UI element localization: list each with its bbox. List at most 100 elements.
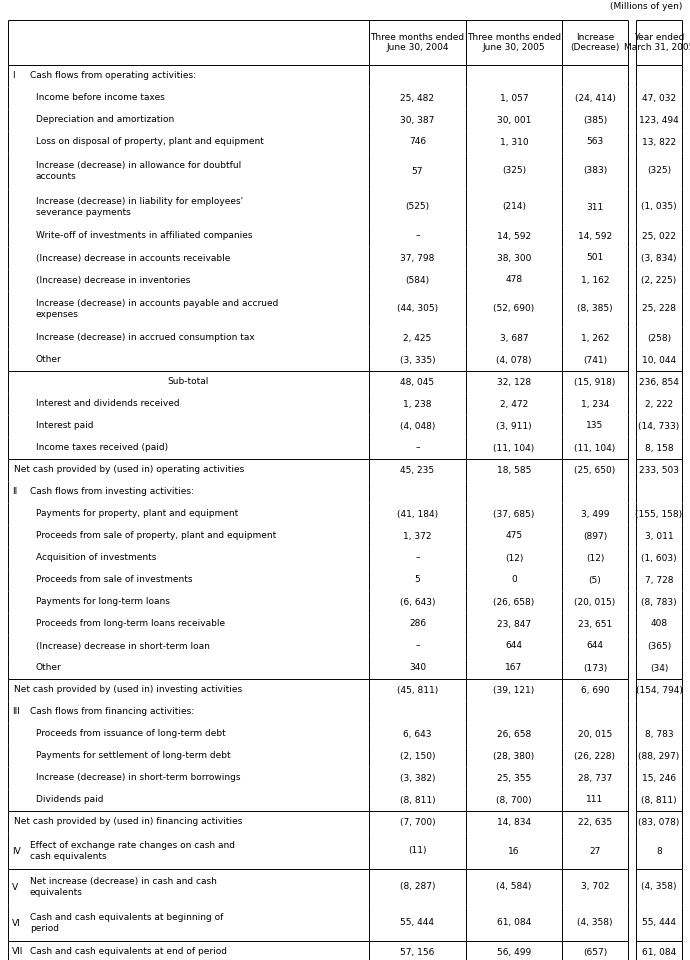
Text: 340: 340 [409, 663, 426, 673]
Text: 57: 57 [412, 166, 423, 176]
Text: (214): (214) [502, 203, 526, 211]
Text: Interest and dividends received: Interest and dividends received [36, 399, 179, 409]
Text: 1, 262: 1, 262 [581, 333, 609, 343]
Text: Proceeds from issuance of long-term debt: Proceeds from issuance of long-term debt [36, 730, 226, 738]
Text: 30, 387: 30, 387 [400, 115, 435, 125]
Text: Proceeds from long-term loans receivable: Proceeds from long-term loans receivable [36, 619, 225, 629]
Text: (5): (5) [589, 575, 602, 585]
Text: 1, 372: 1, 372 [403, 532, 432, 540]
Text: (2, 225): (2, 225) [642, 276, 677, 284]
Text: 48, 045: 48, 045 [400, 377, 435, 387]
Text: 25, 355: 25, 355 [497, 774, 531, 782]
Text: (3, 335): (3, 335) [400, 355, 435, 365]
Text: Three months ended
June 30, 2005: Three months ended June 30, 2005 [467, 33, 561, 52]
Text: (8, 783): (8, 783) [641, 597, 677, 607]
Text: (44, 305): (44, 305) [397, 304, 438, 314]
Text: Increase (decrease) in liability for employees'
severance payments: Increase (decrease) in liability for emp… [36, 198, 243, 217]
Text: 8: 8 [656, 847, 662, 855]
Text: (34): (34) [650, 663, 668, 673]
Text: 6, 690: 6, 690 [581, 685, 609, 694]
Text: 18, 585: 18, 585 [497, 466, 531, 474]
Text: (4, 358): (4, 358) [641, 882, 677, 892]
Text: 23, 847: 23, 847 [497, 619, 531, 629]
Text: 286: 286 [409, 619, 426, 629]
Text: Interest paid: Interest paid [36, 421, 94, 430]
Text: (4, 048): (4, 048) [400, 421, 435, 430]
Text: (325): (325) [502, 166, 526, 176]
Text: 123, 494: 123, 494 [639, 115, 679, 125]
Text: 167: 167 [505, 663, 522, 673]
Text: 3, 687: 3, 687 [500, 333, 529, 343]
Text: (173): (173) [583, 663, 607, 673]
Text: 25, 022: 25, 022 [642, 231, 676, 241]
Text: (525): (525) [406, 203, 430, 211]
Text: 38, 300: 38, 300 [497, 253, 531, 262]
Text: 56, 499: 56, 499 [497, 948, 531, 956]
Text: 5: 5 [415, 575, 420, 585]
Text: (41, 184): (41, 184) [397, 510, 438, 518]
Text: (8, 811): (8, 811) [400, 796, 435, 804]
Text: 20, 015: 20, 015 [578, 730, 612, 738]
Text: (20, 015): (20, 015) [574, 597, 615, 607]
Text: Net increase (decrease) in cash and cash
equivalents: Net increase (decrease) in cash and cash… [30, 877, 217, 897]
Text: 7, 728: 7, 728 [644, 575, 673, 585]
Text: Increase (decrease) in allowance for doubtful
accounts: Increase (decrease) in allowance for dou… [36, 161, 242, 180]
Text: 3, 702: 3, 702 [581, 882, 609, 892]
Text: 32, 128: 32, 128 [497, 377, 531, 387]
Text: 55, 444: 55, 444 [642, 919, 676, 927]
Text: (Increase) decrease in accounts receivable: (Increase) decrease in accounts receivab… [36, 253, 230, 262]
Text: 14, 592: 14, 592 [578, 231, 612, 241]
Text: 3, 011: 3, 011 [644, 532, 673, 540]
Text: 0: 0 [511, 575, 517, 585]
Text: Increase
(Decrease): Increase (Decrease) [571, 33, 620, 52]
Text: (26, 228): (26, 228) [575, 752, 615, 760]
Text: VII: VII [12, 948, 23, 956]
Text: VI: VI [12, 919, 21, 927]
Text: 2, 425: 2, 425 [404, 333, 432, 343]
Text: (24, 414): (24, 414) [575, 93, 615, 103]
Text: V: V [12, 882, 18, 892]
Text: III: III [12, 708, 20, 716]
Text: (8, 287): (8, 287) [400, 882, 435, 892]
Text: 45, 235: 45, 235 [400, 466, 435, 474]
Text: (584): (584) [406, 276, 430, 284]
Text: Other: Other [36, 663, 61, 673]
Text: 2, 472: 2, 472 [500, 399, 528, 409]
Text: 14, 834: 14, 834 [497, 818, 531, 827]
Text: Net cash provided by (used in) investing activities: Net cash provided by (used in) investing… [14, 685, 242, 694]
Text: 644: 644 [506, 641, 522, 651]
Text: 13, 822: 13, 822 [642, 137, 676, 147]
Text: Cash and cash equivalents at beginning of
period: Cash and cash equivalents at beginning o… [30, 913, 224, 933]
Text: (897): (897) [583, 532, 607, 540]
Text: 1, 310: 1, 310 [500, 137, 529, 147]
Text: 30, 001: 30, 001 [497, 115, 531, 125]
Text: (155, 158): (155, 158) [635, 510, 682, 518]
Text: 111: 111 [586, 796, 604, 804]
Text: (8, 700): (8, 700) [496, 796, 532, 804]
Text: (28, 380): (28, 380) [493, 752, 535, 760]
Text: Payments for settlement of long-term debt: Payments for settlement of long-term deb… [36, 752, 230, 760]
Text: 475: 475 [506, 532, 522, 540]
Text: (39, 121): (39, 121) [493, 685, 535, 694]
Text: –: – [415, 641, 420, 651]
Text: Proceeds from sale of investments: Proceeds from sale of investments [36, 575, 193, 585]
Text: 57, 156: 57, 156 [400, 948, 435, 956]
Text: 2, 222: 2, 222 [645, 399, 673, 409]
Text: 8, 783: 8, 783 [644, 730, 673, 738]
Text: (741): (741) [583, 355, 607, 365]
Text: (4, 584): (4, 584) [496, 882, 532, 892]
Text: Payments for property, plant and equipment: Payments for property, plant and equipme… [36, 510, 238, 518]
Text: 16: 16 [509, 847, 520, 855]
Text: 37, 798: 37, 798 [400, 253, 435, 262]
Text: 10, 044: 10, 044 [642, 355, 676, 365]
Text: Depreciation and amortization: Depreciation and amortization [36, 115, 175, 125]
Text: Sub-total: Sub-total [168, 377, 209, 387]
Text: (11, 104): (11, 104) [574, 444, 615, 452]
Text: (45, 811): (45, 811) [397, 685, 438, 694]
Text: Loss on disposal of property, plant and equipment: Loss on disposal of property, plant and … [36, 137, 264, 147]
Text: 8, 158: 8, 158 [644, 444, 673, 452]
Text: 27: 27 [589, 847, 601, 855]
Text: Year ended
March 31, 2005: Year ended March 31, 2005 [624, 33, 690, 52]
Text: (383): (383) [583, 166, 607, 176]
Text: 1, 162: 1, 162 [581, 276, 609, 284]
